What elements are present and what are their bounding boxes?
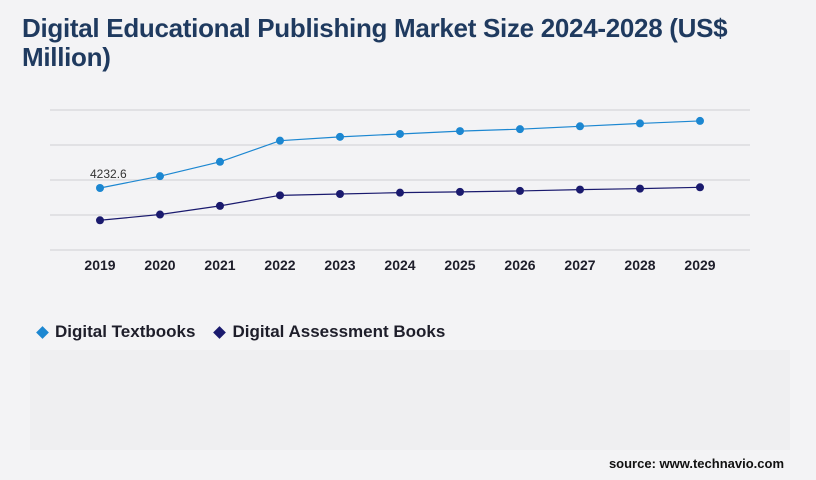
data-point: [396, 129, 404, 138]
data-point: [516, 125, 524, 134]
data-point: [336, 132, 344, 141]
data-point: [636, 184, 644, 193]
data-point: [216, 201, 224, 210]
x-tick-label: 2027: [564, 257, 595, 273]
legend-item-digital-textbooks[interactable]: Digital Textbooks: [36, 322, 196, 342]
data-point: [576, 122, 584, 131]
data-point: [336, 190, 344, 198]
x-tick-label: 2022: [264, 257, 295, 273]
data-point: [96, 216, 104, 225]
x-tick-label: 2026: [504, 257, 535, 273]
data-point: [276, 136, 284, 145]
line-chart: 2019 2020 2021 2022 2023 2024 2025 2026 2027 2028…: [50, 109, 750, 273]
x-tick-label: 2021: [204, 257, 235, 273]
legend-label-digital-assessment-books: Digital Assessment Books: [232, 322, 446, 341]
legend-label-digital-textbooks: Digital Textbooks: [55, 322, 196, 341]
background-panel: [30, 350, 790, 450]
data-point: [456, 187, 464, 196]
legend-marker-digital-assessment-books: [213, 325, 227, 339]
data-point: [696, 116, 704, 125]
data-point: [696, 183, 704, 192]
data-point: [276, 191, 284, 200]
legend: Digital Textbooks Digital Assessment Boo…: [36, 322, 446, 342]
data-point: [216, 157, 224, 166]
legend-item-digital-assessment-books[interactable]: Digital Assessment Books: [213, 322, 446, 342]
data-point: [516, 186, 524, 195]
data-point: [576, 185, 584, 194]
x-tick-label: 2024: [384, 257, 415, 273]
data-point: [156, 210, 164, 219]
x-tick-label: 2023: [324, 257, 355, 273]
data-point: [96, 184, 104, 193]
data-point: [636, 119, 644, 128]
chart-title: Digital Educational Publishing Market Si…: [22, 13, 728, 72]
data-point: [456, 127, 464, 136]
legend-marker-digital-textbooks: [36, 325, 49, 339]
source-text: source: www.technavio.com: [608, 456, 784, 471]
x-tick-label: 2028: [624, 257, 655, 273]
x-tick-label: 2019: [84, 257, 115, 273]
x-tick-label: 2020: [144, 257, 175, 273]
x-tick-label: 2025: [444, 257, 475, 273]
data-point: [396, 188, 404, 197]
data-point: [156, 172, 164, 181]
data-label: 4232.6: [90, 167, 127, 181]
x-tick-label: 2029: [684, 257, 715, 273]
